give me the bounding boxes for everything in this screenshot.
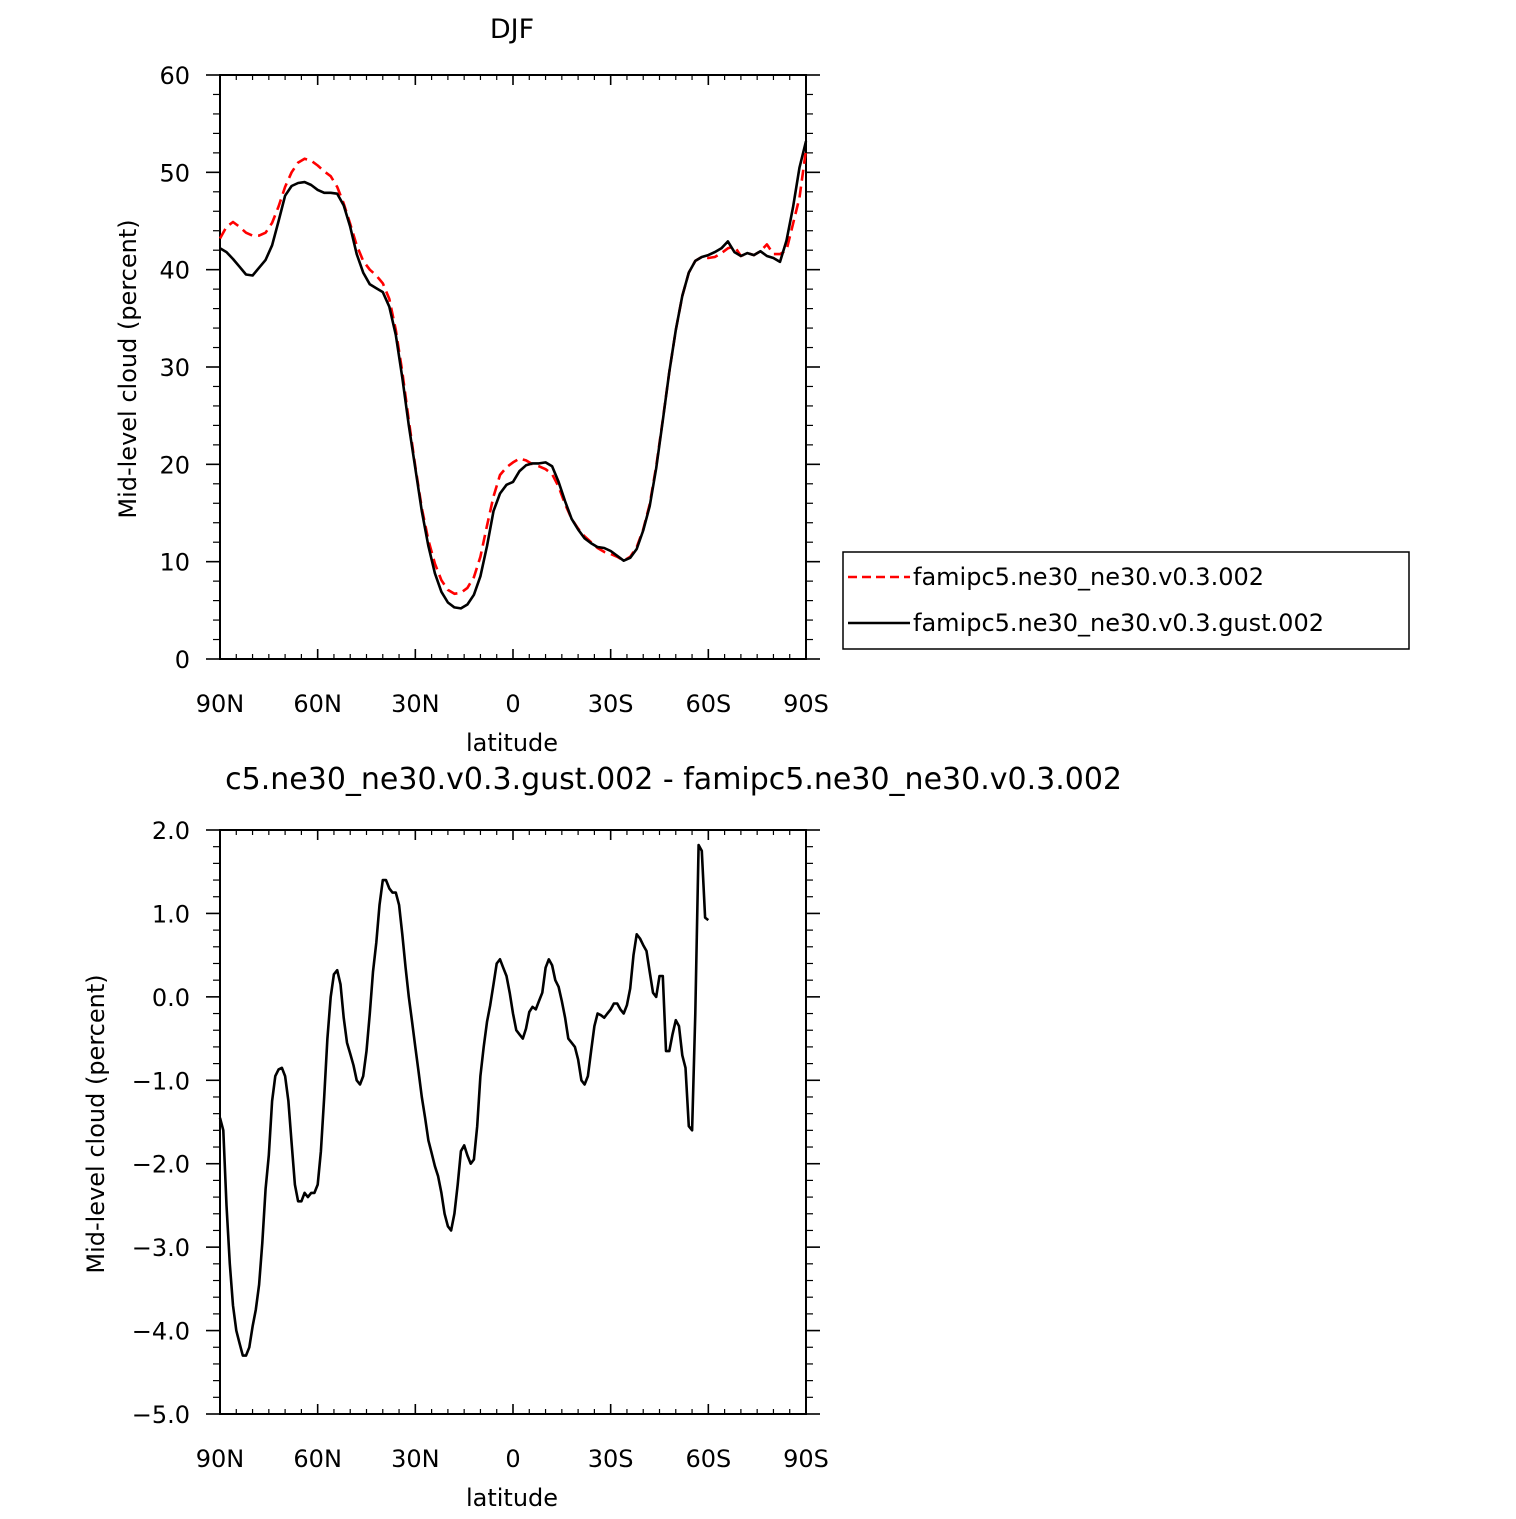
bottom-plot-frame <box>219 829 807 1415</box>
y-tick-label: 20 <box>159 451 190 479</box>
x-tick-label: 0 <box>505 1445 520 1473</box>
x-tick-label: 30S <box>588 690 634 718</box>
x-tick-label: 60S <box>685 1445 731 1473</box>
top-plot-frame <box>219 74 807 660</box>
bottom-chart-title: c5.ne30_ne30.v0.3.gust.002 - famipc5.ne3… <box>225 762 1122 797</box>
y-tick-label: 10 <box>159 549 190 577</box>
legend-box <box>842 551 1410 650</box>
top-y-axis-label: Mid-level cloud (percent) <box>114 219 142 518</box>
y-tick-label: −1.0 <box>132 1067 190 1095</box>
x-tick-label: 60N <box>293 690 342 718</box>
y-tick-label: 1.0 <box>152 900 190 928</box>
top-x-axis-label: latitude <box>466 729 558 757</box>
x-tick-label: 30N <box>391 690 440 718</box>
legend: famipc5.ne30_ne30.v0.3.002 famipc5.ne30_… <box>842 551 1410 650</box>
y-tick-label: 30 <box>159 354 190 382</box>
x-tick-label: 60S <box>685 690 731 718</box>
y-tick-label: 0 <box>175 646 190 674</box>
x-tick-label: 30N <box>391 1445 440 1473</box>
series-line-1 <box>218 149 808 596</box>
bottom-chart: c5.ne30_ne30.v0.3.gust.002 - famipc5.ne3… <box>82 762 1122 1512</box>
top-axes: 90N 60N 30N 0 30S 60S 90S 0 10 20 30 40 50 60 <box>159 62 828 718</box>
series-line-2 <box>219 140 808 610</box>
bottom-x-axis-label: latitude <box>466 1484 558 1512</box>
y-tick-label: −3.0 <box>132 1234 190 1262</box>
x-tick-label: 90N <box>196 690 245 718</box>
x-tick-label: 0 <box>505 690 520 718</box>
x-tick-label: 30S <box>588 1445 634 1473</box>
x-tick-label: 90N <box>196 1445 245 1473</box>
y-tick-label: −5.0 <box>132 1401 190 1429</box>
bottom-y-axis-label: Mid-level cloud (percent) <box>82 974 110 1273</box>
series-line-1 <box>218 843 710 1357</box>
x-tick-label: 90S <box>783 690 829 718</box>
y-tick-label: −2.0 <box>132 1151 190 1179</box>
y-tick-label: 40 <box>159 257 190 285</box>
top-chart-title: DJF <box>490 14 534 45</box>
top-series-lines <box>218 140 808 610</box>
x-tick-label: 90S <box>783 1445 829 1473</box>
legend-label-series-1: famipc5.ne30_ne30.v0.3.002 <box>913 563 1264 591</box>
y-tick-label: 0.0 <box>152 984 190 1012</box>
x-tick-label: 60N <box>293 1445 342 1473</box>
bottom-axes: 90N 60N 30N 0 30S 60S 90S −5.0 −4.0 −3.0 −2.0 −1.0 0… <box>132 817 829 1473</box>
legend-label-series-2: famipc5.ne30_ne30.v0.3.gust.002 <box>913 609 1324 637</box>
y-tick-label: −4.0 <box>132 1318 190 1346</box>
y-tick-label: 60 <box>159 62 190 90</box>
y-tick-label: 50 <box>159 159 190 187</box>
bottom-series-lines <box>218 843 710 1357</box>
top-chart: DJF 90N 60N 30N 0 30S 60S 90S 0 10 20 30 40 50 60 lat… <box>114 14 829 757</box>
y-tick-label: 2.0 <box>152 817 190 845</box>
